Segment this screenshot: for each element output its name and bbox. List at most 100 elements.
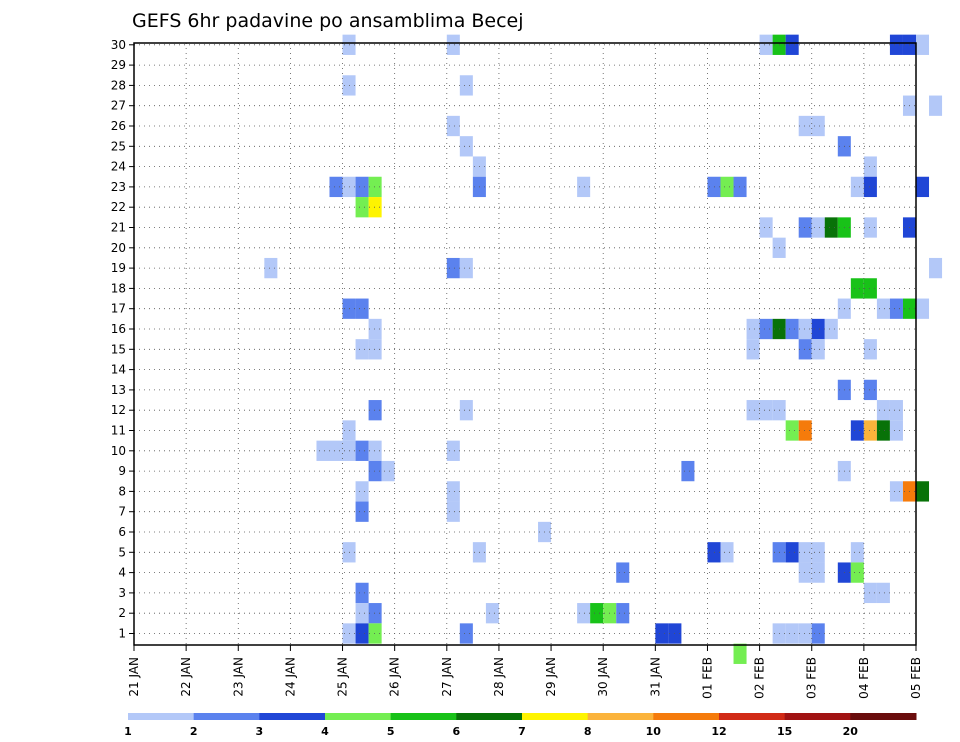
y-tick-label: 30	[111, 38, 126, 52]
heatmap-cell	[459, 400, 473, 421]
x-tick-label: 27 JAN	[440, 657, 454, 697]
heatmap-cell	[381, 460, 395, 482]
x-tick-label: 23 JAN	[231, 657, 245, 697]
heatmap-cell	[355, 501, 369, 522]
heatmap-cell	[355, 339, 369, 360]
heatmap-cell	[863, 582, 877, 604]
x-tick-label: 25 JAN	[336, 657, 350, 697]
y-tick-label: 7	[118, 505, 126, 519]
heatmap-cell	[446, 481, 460, 502]
heatmap-cell	[616, 562, 630, 583]
x-tick-label: 04 FEB	[857, 657, 871, 699]
heatmap-cell	[798, 420, 812, 441]
y-tick-label: 1	[118, 627, 126, 641]
heatmap-cell	[355, 481, 369, 502]
heatmap-cell	[916, 298, 930, 319]
heatmap-cell	[785, 542, 799, 563]
heatmap-cell	[446, 440, 460, 461]
y-tick-label: 14	[111, 363, 126, 377]
heatmap-cell	[329, 176, 343, 198]
heatmap-cell	[759, 318, 773, 340]
colorbar-swatch	[193, 713, 260, 720]
heatmap-cell	[733, 643, 747, 664]
colorbar-swatch	[850, 713, 917, 720]
heatmap-cell	[759, 217, 773, 238]
y-tick-label: 3	[118, 586, 126, 600]
heatmap-cell	[446, 257, 460, 279]
colorbar-label: 20	[843, 725, 859, 738]
colorbar-label: 3	[255, 725, 263, 738]
y-tick-label: 22	[111, 200, 126, 214]
heatmap-cell	[798, 115, 812, 137]
colorbar-swatch	[259, 713, 326, 720]
heatmap-cell	[459, 623, 473, 644]
heatmap-cell	[850, 420, 864, 441]
colorbar-label: 5	[387, 725, 395, 738]
y-tick-label: 24	[111, 160, 126, 174]
heatmap-cell	[459, 136, 473, 157]
colorbar-label: 7	[518, 725, 526, 738]
heatmap-cell	[929, 95, 943, 116]
heatmap-cell	[759, 400, 773, 421]
colorbar-label: 8	[584, 725, 592, 738]
heatmap-cell	[616, 603, 630, 624]
heatmap-cell	[329, 440, 343, 461]
heatmap-cell	[824, 217, 838, 238]
colorbar-label: 1	[124, 725, 132, 738]
heatmap-cell	[889, 400, 903, 421]
heatmap-cell	[446, 115, 460, 137]
heatmap-cell	[446, 501, 460, 522]
heatmap-cell	[850, 542, 864, 563]
heatmap-cell	[746, 318, 760, 340]
heatmap-cell	[459, 257, 473, 279]
y-tick-label: 29	[111, 58, 126, 72]
y-tick-label: 11	[111, 424, 126, 438]
heatmap-cell	[355, 603, 369, 624]
y-tick-label: 23	[111, 180, 126, 194]
colorbar-swatch	[522, 713, 589, 720]
x-tick-label: 30 JAN	[596, 657, 610, 697]
heatmap-cell	[863, 278, 877, 299]
colorbar-label: 4	[321, 725, 329, 738]
heatmap-cell	[485, 603, 499, 624]
heatmap-cell	[824, 318, 838, 340]
heatmap-cell	[577, 176, 591, 198]
heatmap-cell	[368, 400, 382, 421]
x-tick-label: 21 JAN	[127, 657, 141, 697]
heatmap-cell	[707, 542, 721, 563]
heatmap-cell	[850, 562, 864, 583]
x-tick-label: 24 JAN	[283, 657, 297, 697]
colorbar-swatch	[128, 713, 195, 720]
y-tick-label: 9	[118, 464, 126, 478]
heatmap-cell	[707, 176, 721, 198]
plot-frame	[133, 42, 917, 646]
heatmap-cell	[785, 623, 799, 644]
heatmap-cell	[798, 623, 812, 644]
heatmap-cell	[355, 440, 369, 461]
heatmap-cell	[850, 278, 864, 299]
heatmap-cell	[916, 481, 930, 502]
y-tick-label: 4	[118, 566, 126, 580]
y-tick-label: 18	[111, 281, 126, 295]
heatmap-cell	[798, 542, 812, 563]
x-tick-label: 01 FEB	[701, 657, 715, 699]
heatmap-cell	[368, 197, 382, 218]
heatmap-cell	[720, 542, 734, 563]
heatmap-cell	[720, 176, 734, 198]
x-tick-label: 26 JAN	[388, 657, 402, 697]
heatmap-cell	[889, 298, 903, 319]
heatmap-cell	[785, 34, 799, 55]
y-tick-label: 28	[111, 78, 126, 92]
heatmap-cell	[355, 176, 369, 198]
heatmap-cells	[264, 34, 943, 664]
y-tick-label: 5	[118, 545, 126, 559]
heatmap-cell	[355, 582, 369, 604]
heatmap-cell	[863, 176, 877, 198]
heatmap-cell	[811, 217, 825, 238]
heatmap-cell	[876, 582, 890, 604]
colorbar-swatch	[325, 713, 392, 720]
colorbar-label: 15	[777, 725, 792, 738]
x-tick-label: 02 FEB	[753, 657, 767, 699]
y-tick-label: 10	[111, 444, 126, 458]
heatmap-cell	[368, 176, 382, 198]
